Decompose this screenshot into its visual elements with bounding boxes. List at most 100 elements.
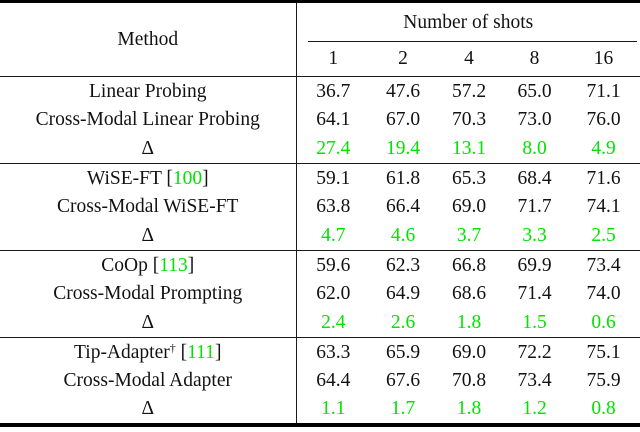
delta-symbol: Δ (141, 138, 155, 160)
method-cell: Cross-Modal Adapter (0, 366, 297, 396)
delta-value-cell: 4.7 (321, 225, 346, 247)
delta-value-cell: 2.4 (321, 312, 346, 334)
group-coop: CoOp [113] 59.6 62.3 66.8 69.9 73.4 Cros… (0, 250, 640, 338)
value-cell: 69.0 (451, 196, 487, 218)
citation-bracket-open: [ (161, 167, 173, 189)
table-row: Cross-Modal Prompting 62.0 64.9 68.6 71.… (0, 279, 640, 309)
method-cell: Cross-Modal Prompting (0, 279, 297, 309)
method-label: Tip-Adapter (74, 341, 170, 363)
value-cell: 69.0 (436, 337, 502, 367)
method-cell: Cross-Modal WiSE-FT (0, 192, 297, 222)
shot-count-header-1: 1 (328, 48, 339, 70)
value-cell: 67.6 (385, 370, 421, 392)
shot-count-header-16: 16 (593, 48, 614, 70)
shot-count-header-8: 8 (529, 48, 540, 70)
delta-value-cell: 2.5 (591, 225, 616, 247)
value-cell: 62.3 (370, 250, 436, 280)
method-label: Linear Probing (88, 80, 207, 102)
value-cell: 65.3 (436, 163, 502, 193)
method-cell: Δ (0, 308, 297, 338)
value-cell: 64.1 (316, 109, 351, 131)
value-cell: 65.0 (502, 76, 567, 106)
dagger-superscript: † (169, 340, 176, 355)
delta-value-cell: 2.6 (390, 312, 416, 334)
value-cell: 47.6 (370, 76, 436, 106)
method-label: WiSE-FT (86, 167, 162, 189)
value-cell: 61.8 (370, 163, 436, 193)
value-cell: 36.7 (296, 76, 370, 106)
citation-link[interactable]: 100 (172, 167, 203, 189)
method-label: Cross-Modal Adapter (63, 370, 232, 392)
shots-group-label: Number of shots (403, 11, 534, 33)
shot-count-header-4: 4 (464, 48, 474, 70)
value-cell: 75.9 (586, 370, 621, 392)
value-cell: 74.1 (586, 196, 621, 218)
method-cell: Cross-Modal Linear Probing (0, 105, 297, 135)
value-cell: 62.0 (316, 283, 351, 305)
delta-value-cell: 0.6 (591, 312, 616, 334)
value-cell: 73.4 (567, 250, 640, 280)
citation-bracket-close: ] (202, 167, 209, 189)
value-cell: 71.1 (567, 76, 640, 106)
delta-row: Δ 27.4 19.4 13.1 8.0 4.9 (0, 134, 640, 164)
delta-row: Δ 4.7 4.6 3.7 3.3 2.5 (0, 221, 640, 251)
group-wise-ft: WiSE-FT [100] 59.1 61.8 65.3 68.4 71.6 C… (0, 163, 640, 251)
value-cell: 66.4 (385, 196, 421, 218)
table-row: Tip-Adapter† [111] 63.3 65.9 69.0 72.2 7… (0, 337, 640, 367)
value-cell: 71.7 (517, 196, 552, 218)
citation-link[interactable]: 111 (187, 341, 215, 363)
value-cell: 70.3 (451, 109, 487, 131)
method-cell: WiSE-FT [100] (0, 163, 297, 193)
value-cell: 73.0 (517, 109, 552, 131)
delta-value-cell: 19.4 (385, 138, 421, 160)
method-cell: Tip-Adapter† [111] (0, 337, 297, 367)
value-cell: 68.6 (451, 283, 487, 305)
value-cell: 68.4 (502, 163, 567, 193)
delta-value-cell: 1.5 (522, 312, 547, 334)
value-cell: 63.8 (316, 196, 351, 218)
value-cell: 74.0 (586, 283, 621, 305)
delta-value-cell: 1.8 (456, 312, 482, 334)
value-cell: 69.9 (502, 250, 567, 280)
citation-bracket-open: [ (175, 341, 188, 363)
value-cell: 72.2 (502, 337, 567, 367)
method-cell: Δ (0, 221, 297, 251)
citation-link[interactable]: 113 (159, 254, 188, 276)
citation-bracket-open: [ (147, 254, 160, 276)
delta-value-cell: 8.0 (522, 138, 547, 160)
method-cell: Linear Probing (0, 76, 297, 106)
delta-value-cell: 1.2 (522, 398, 547, 420)
citation-bracket-close: ] (187, 254, 195, 276)
value-cell: 71.4 (517, 283, 552, 305)
shots-group-header: Number of shots (296, 2, 640, 42)
value-cell: 73.4 (517, 370, 552, 392)
value-cell: 66.8 (436, 250, 502, 280)
table-header: Method Number of shots 1 2 4 8 16 (0, 1, 640, 77)
table-row: Linear Probing 36.7 47.6 57.2 65.0 71.1 (0, 76, 640, 106)
delta-symbol: Δ (141, 225, 155, 247)
delta-value-cell: 1.1 (321, 398, 346, 420)
value-cell: 76.0 (586, 109, 621, 131)
value-cell: 63.3 (296, 337, 370, 367)
value-cell: 70.8 (451, 370, 487, 392)
delta-value-cell: 13.1 (451, 138, 487, 160)
method-cell: Δ (0, 395, 297, 425)
value-cell: 64.4 (316, 370, 351, 392)
table-row: CoOp [113] 59.6 62.3 66.8 69.9 73.4 (0, 250, 640, 280)
shot-count-header-2: 2 (398, 48, 408, 70)
table-row: Cross-Modal Linear Probing 64.1 67.0 70.… (0, 105, 640, 135)
method-column-header: Method (0, 1, 297, 77)
citation-bracket-close: ] (214, 341, 222, 363)
delta-value-cell: 0.8 (591, 398, 616, 420)
method-label: Cross-Modal WiSE-FT (57, 196, 239, 218)
header-row-columns: 1 2 4 8 16 (0, 42, 640, 77)
value-cell: 65.9 (370, 337, 436, 367)
delta-value-cell: 27.4 (316, 138, 351, 160)
value-cell: 59.1 (296, 163, 370, 193)
group-linear-probing: Linear Probing 36.7 47.6 57.2 65.0 71.1 … (0, 76, 640, 164)
delta-symbol: Δ (141, 398, 155, 420)
delta-row: Δ 1.1 1.7 1.8 1.2 0.8 (0, 395, 640, 425)
delta-value-cell: 3.3 (522, 225, 547, 247)
delta-value-cell: 4.9 (591, 138, 616, 160)
value-cell: 67.0 (385, 109, 421, 131)
